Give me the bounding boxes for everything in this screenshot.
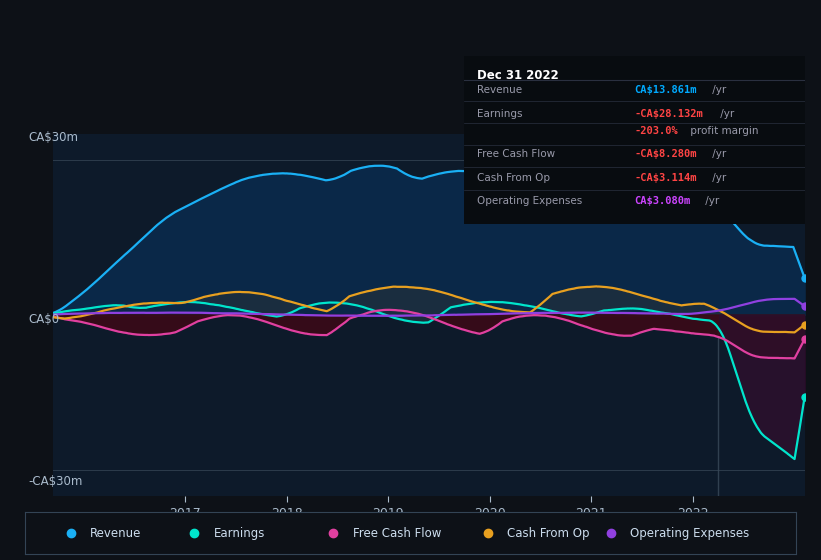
Text: CA$30m: CA$30m bbox=[29, 130, 79, 144]
Text: Free Cash Flow: Free Cash Flow bbox=[478, 150, 556, 159]
Text: -CA$30m: -CA$30m bbox=[29, 475, 83, 488]
Text: -CA$28.132m: -CA$28.132m bbox=[635, 109, 703, 119]
Text: -CA$8.280m: -CA$8.280m bbox=[635, 150, 697, 159]
Text: CA$0: CA$0 bbox=[29, 312, 60, 326]
Text: /yr: /yr bbox=[709, 150, 727, 159]
Text: Operating Expenses: Operating Expenses bbox=[478, 197, 583, 206]
Text: profit margin: profit margin bbox=[686, 126, 758, 136]
Text: Operating Expenses: Operating Expenses bbox=[631, 527, 750, 540]
Text: /yr: /yr bbox=[717, 109, 734, 119]
Text: Cash From Op: Cash From Op bbox=[507, 527, 589, 540]
Text: -203.0%: -203.0% bbox=[635, 126, 678, 136]
Text: Earnings: Earnings bbox=[478, 109, 523, 119]
Text: Earnings: Earnings bbox=[213, 527, 265, 540]
Text: Free Cash Flow: Free Cash Flow bbox=[353, 527, 441, 540]
Text: /yr: /yr bbox=[709, 85, 727, 95]
Text: Cash From Op: Cash From Op bbox=[478, 173, 551, 183]
Text: Dec 31 2022: Dec 31 2022 bbox=[478, 69, 559, 82]
Text: Revenue: Revenue bbox=[90, 527, 141, 540]
Text: /yr: /yr bbox=[709, 173, 727, 183]
Text: CA$13.861m: CA$13.861m bbox=[635, 85, 697, 95]
Text: Revenue: Revenue bbox=[478, 85, 523, 95]
Text: -CA$3.114m: -CA$3.114m bbox=[635, 173, 697, 183]
Text: CA$3.080m: CA$3.080m bbox=[635, 197, 690, 206]
Text: /yr: /yr bbox=[702, 197, 719, 206]
